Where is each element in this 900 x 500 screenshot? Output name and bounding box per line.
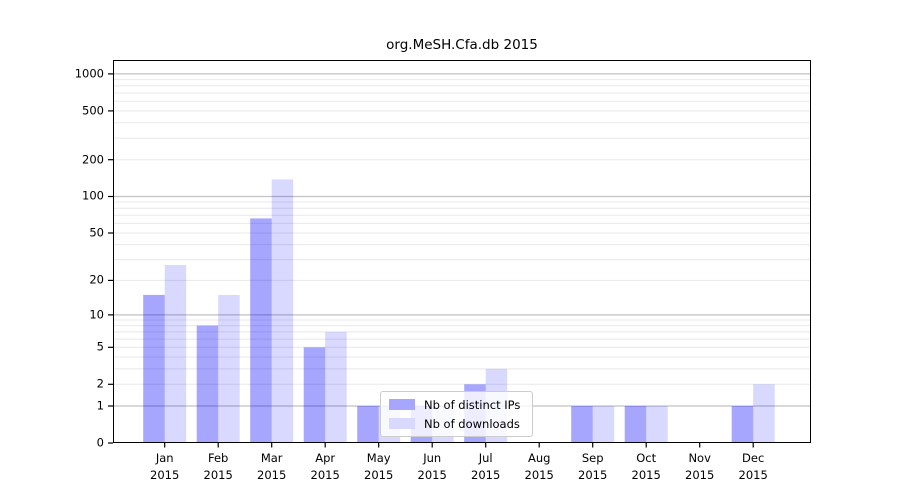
- plot-area: [113, 60, 811, 443]
- bar-downloads-mar: [271, 179, 294, 443]
- y-tick-label: 1000: [74, 66, 104, 81]
- y-tick-label: 5: [96, 339, 104, 354]
- y-tick-label: 100: [82, 188, 104, 203]
- y-tick-label: 500: [82, 103, 104, 118]
- bar-distinct-ips-apr: [303, 347, 326, 443]
- x-tick-label-may: May 2015: [364, 451, 394, 483]
- legend-label: Nb of downloads: [424, 416, 520, 431]
- bar-distinct-ips-oct: [624, 406, 647, 443]
- legend-label: Nb of distinct IPs: [424, 397, 521, 412]
- y-tick-label: 10: [89, 307, 104, 322]
- bar-distinct-ips-may: [357, 406, 379, 443]
- y-tick-label: 200: [82, 151, 104, 166]
- bar-downloads-apr: [325, 331, 347, 443]
- x-tick-label-sep: Sep 2015: [578, 451, 608, 483]
- y-tick-label: 20: [89, 272, 104, 287]
- legend: Nb of distinct IPs Nb of downloads: [380, 391, 534, 437]
- bar-downloads-feb: [218, 294, 240, 443]
- y-tick-label: 0: [96, 435, 104, 450]
- bar-distinct-ips-sep: [571, 406, 593, 443]
- bar-distinct-ips-feb: [196, 325, 219, 443]
- chart-title: org.MeSH.Cfa.db 2015: [386, 37, 538, 53]
- legend-swatch-icon: [389, 399, 415, 410]
- bar-downloads-jan: [164, 265, 187, 443]
- legend-item: Nb of downloads: [389, 416, 520, 431]
- bar-distinct-ips-dec: [731, 406, 754, 443]
- bar-distinct-ips-jan: [143, 294, 165, 443]
- x-tick-label-dec: Dec 2015: [738, 451, 768, 483]
- y-tick-label: 50: [89, 225, 104, 240]
- x-tick-label-apr: Apr 2015: [310, 451, 340, 483]
- bar-downloads-sep: [592, 406, 615, 443]
- bar-downloads-dec: [753, 384, 775, 443]
- x-tick-label-jan: Jan 2015: [150, 451, 180, 483]
- x-tick-label-nov: Nov 2015: [685, 451, 715, 483]
- x-tick-label-jul: Jul 2015: [471, 451, 501, 483]
- y-tick-label: 1: [96, 398, 104, 413]
- x-tick-label-oct: Oct 2015: [631, 451, 661, 483]
- x-tick-label-mar: Mar 2015: [257, 451, 287, 483]
- bar-downloads-oct: [646, 406, 668, 443]
- legend-item: Nb of distinct IPs: [389, 397, 520, 412]
- bar-distinct-ips-mar: [250, 218, 272, 443]
- x-tick-label-jun: Jun 2015: [417, 451, 447, 483]
- x-tick-label-feb: Feb 2015: [203, 451, 233, 483]
- y-tick-label: 2: [96, 376, 104, 391]
- legend-swatch-icon: [389, 418, 415, 429]
- x-tick-label-aug: Aug 2015: [524, 451, 554, 483]
